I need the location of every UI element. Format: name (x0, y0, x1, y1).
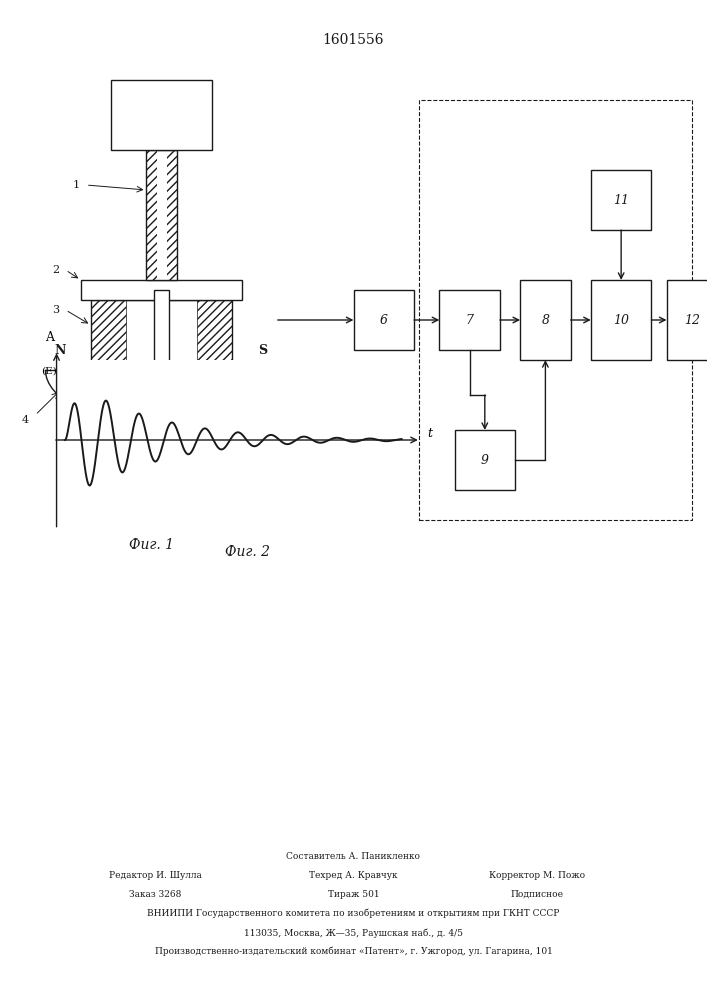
Bar (167, 150, 177, 280)
Text: 10: 10 (613, 314, 629, 326)
Text: (E): (E) (42, 366, 57, 375)
Text: 1: 1 (72, 180, 79, 190)
Bar (197, 300, 233, 370)
Text: 3: 3 (52, 305, 59, 315)
Bar (354, 290, 414, 350)
Bar (439, 290, 500, 350)
Text: S: S (258, 344, 267, 357)
Text: Тираж 501: Тираж 501 (327, 890, 380, 899)
Bar (455, 430, 515, 490)
Bar (591, 170, 651, 230)
Text: 12: 12 (684, 314, 700, 326)
Text: ВНИИПИ Государственного комитета по изобретениям и открытиям при ГКНТ СССР: ВНИИПИ Государственного комитета по изоб… (147, 909, 560, 918)
Text: Подписное: Подписное (511, 890, 563, 899)
Text: Техред А. Кравчук: Техред А. Кравчук (309, 871, 398, 880)
Text: Фиг. 2: Фиг. 2 (225, 545, 270, 559)
Bar (419, 100, 692, 520)
Text: Корректор М. Пожо: Корректор М. Пожо (489, 871, 585, 880)
Text: Заказ 3268: Заказ 3268 (129, 890, 182, 899)
Bar (146, 150, 156, 280)
Text: 113035, Москва, Ж—35, Раушская наб., д. 4/5: 113035, Москва, Ж—35, Раушская наб., д. … (244, 928, 463, 938)
Bar (91, 300, 127, 370)
Text: 5: 5 (128, 410, 135, 420)
Bar (81, 280, 243, 300)
Text: 2: 2 (52, 265, 59, 275)
Text: 7: 7 (466, 314, 474, 326)
Text: 9: 9 (481, 454, 489, 466)
Text: 11: 11 (613, 194, 629, 207)
Bar (111, 80, 212, 150)
Bar (520, 280, 571, 360)
Bar (591, 280, 651, 360)
Text: 5: 5 (158, 410, 165, 420)
Text: 6: 6 (380, 314, 388, 326)
Text: 1601556: 1601556 (323, 33, 384, 47)
Text: A: A (45, 331, 54, 344)
Bar (154, 290, 169, 400)
Text: N: N (55, 344, 66, 357)
Text: Составитель А. Паникленко: Составитель А. Паникленко (286, 852, 421, 861)
Text: 4: 4 (22, 415, 29, 425)
Bar (667, 280, 707, 360)
Text: Производственно-издательский комбинат «Патент», г. Ужгород, ул. Гагарина, 101: Производственно-издательский комбинат «П… (155, 947, 552, 956)
Bar (91, 300, 233, 370)
Text: Фиг. 1: Фиг. 1 (129, 538, 174, 552)
Text: t: t (428, 427, 433, 440)
Text: 8: 8 (542, 314, 549, 326)
Text: Редактор И. Шулла: Редактор И. Шулла (109, 871, 202, 880)
Bar (146, 150, 177, 280)
